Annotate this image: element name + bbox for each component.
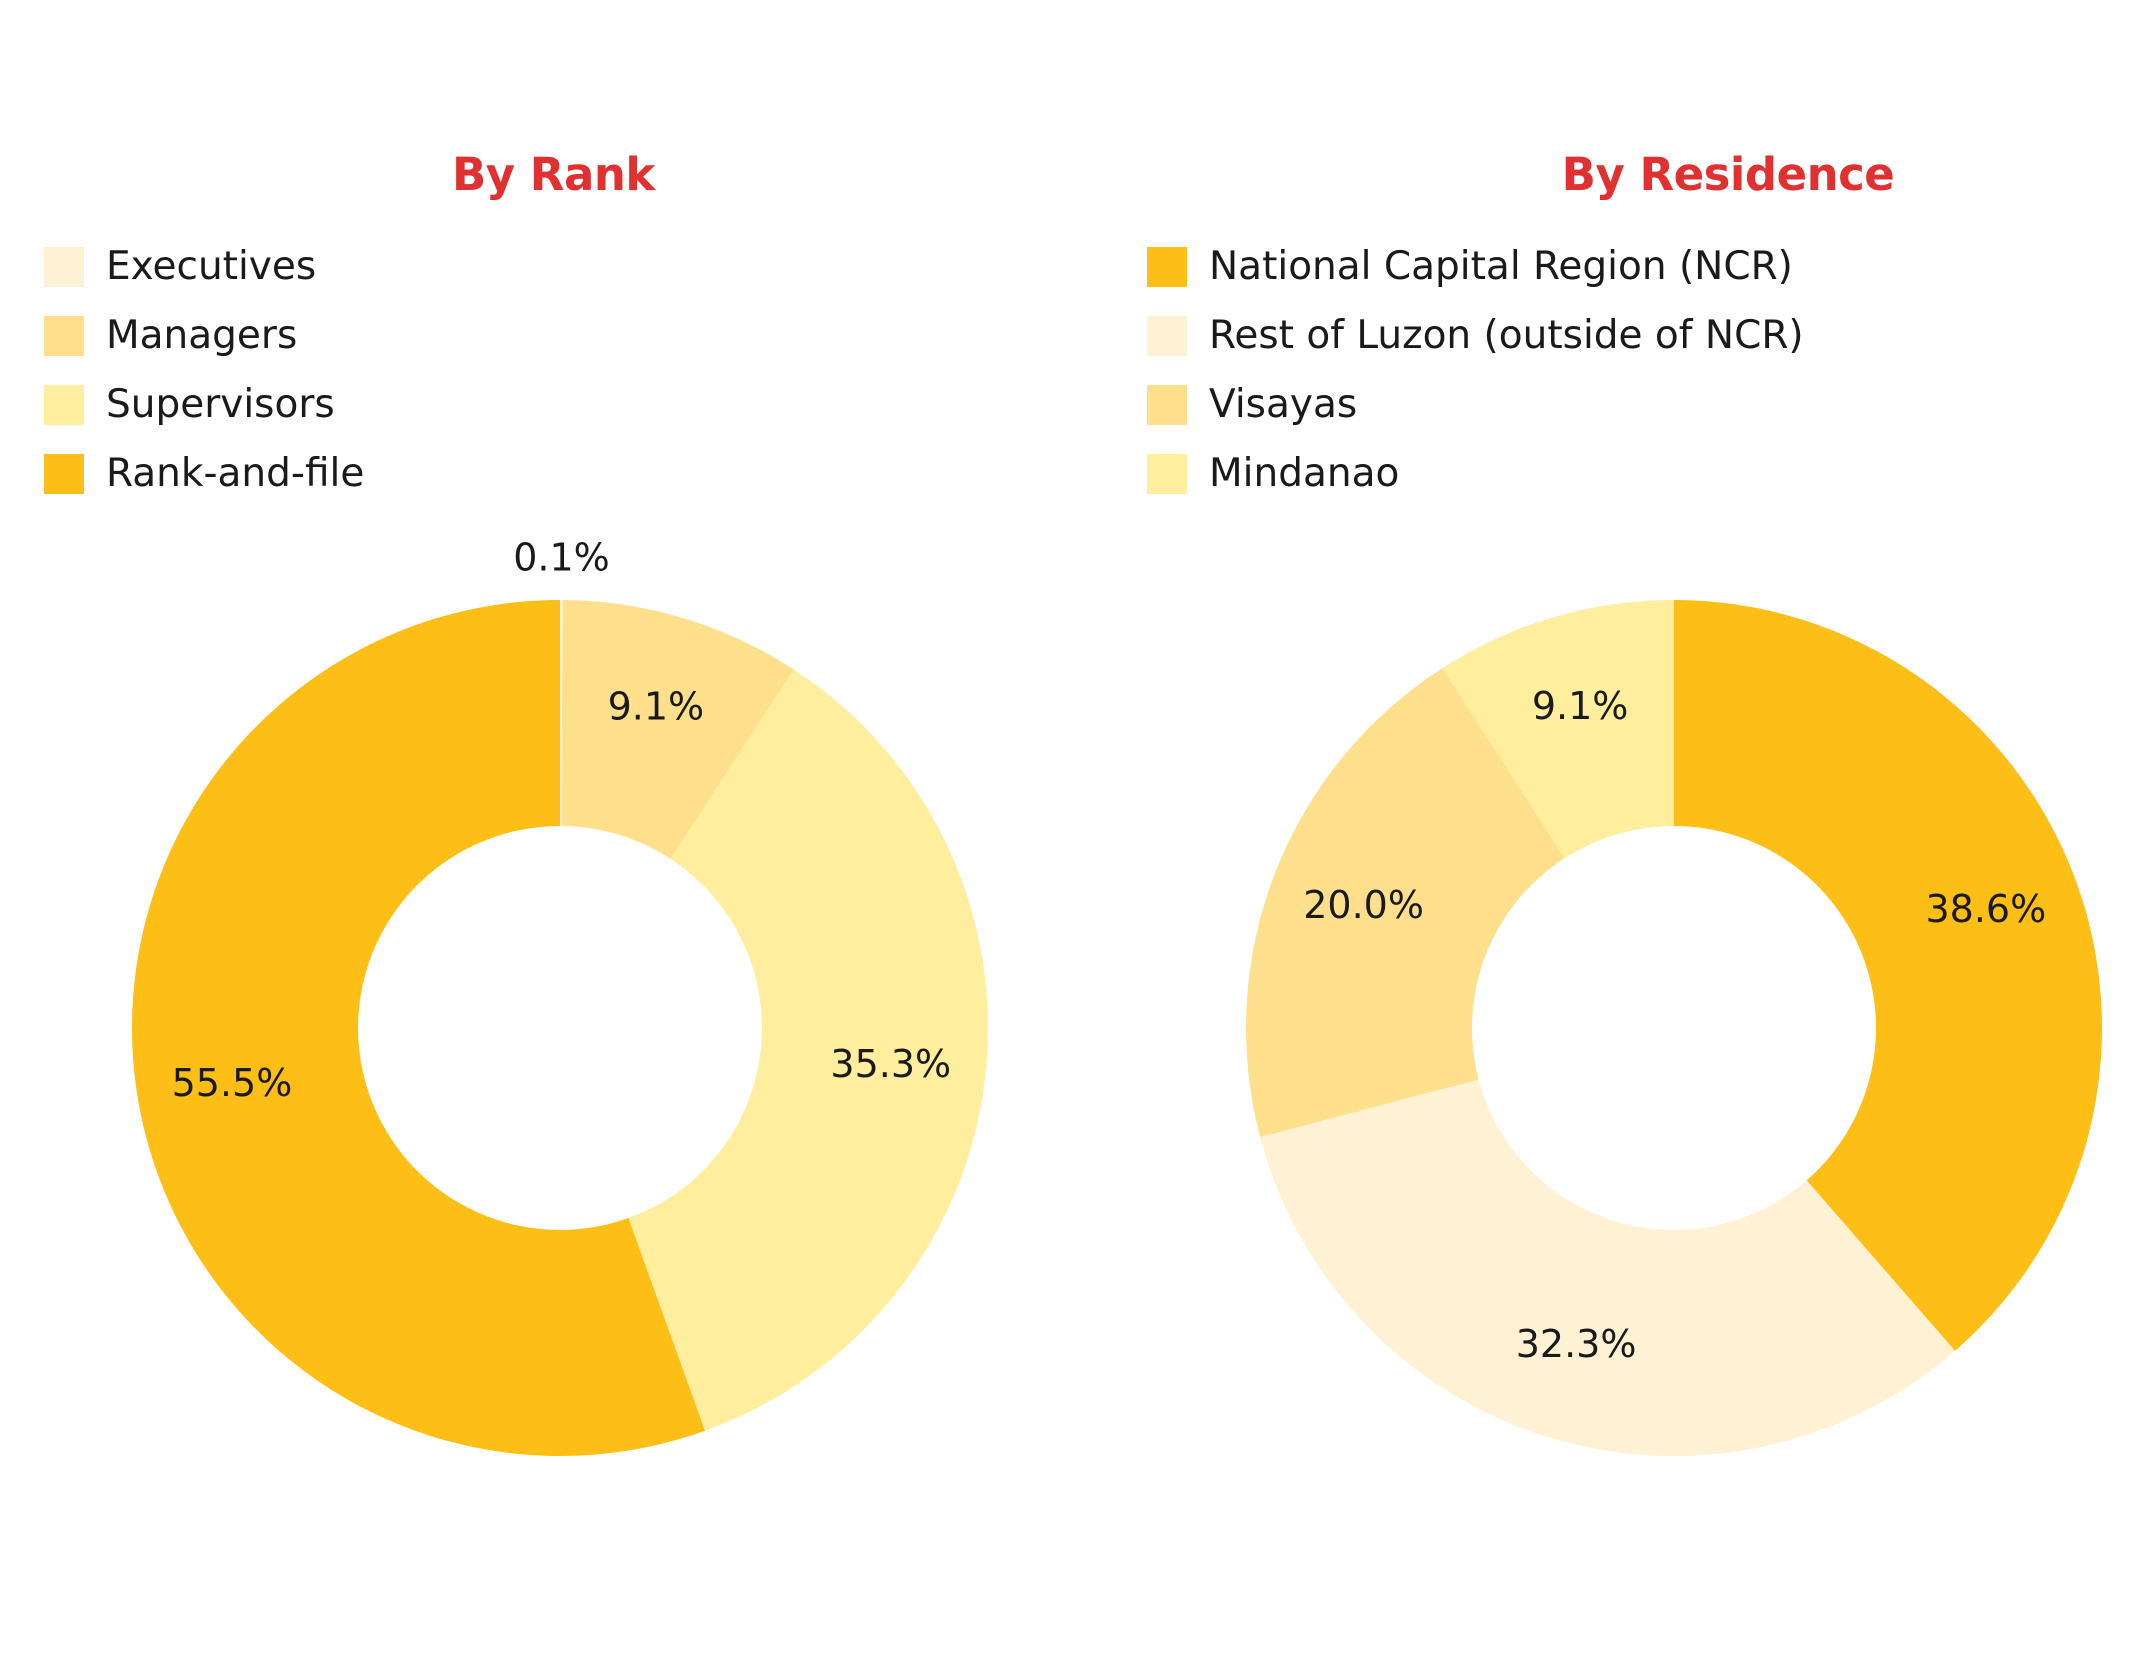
legend-swatch	[1147, 453, 1187, 494]
legend-swatch	[44, 246, 84, 287]
legend-swatch	[1147, 384, 1187, 425]
legend-label: Executives	[106, 244, 317, 289]
data-label-rank-and-file: 55.5%	[172, 1061, 293, 1105]
legend: National Capital Region (NCR) Rest of Lu…	[1147, 232, 1804, 508]
legend-item-managers: Managers	[44, 301, 364, 370]
legend-item-mindanao: Mindanao	[1147, 439, 1804, 508]
legend-item-visayas: Visayas	[1147, 370, 1804, 439]
slice-executives	[560, 600, 563, 827]
slice-national-capital-region-ncr	[1674, 600, 2102, 1351]
slice-rest-of-luzon-outside-of-ncr	[1260, 1079, 1956, 1456]
donut-chart-by-rank: 0.1% 9.1% 35.3% 55.5%	[131, 536, 988, 1456]
chart-title: By Residence	[1561, 148, 1895, 201]
data-label-executives: 0.1%	[513, 536, 610, 580]
legend-item-supervisors: Supervisors	[44, 370, 364, 439]
legend: Executives Managers Supervisors Rank-and…	[44, 232, 364, 508]
legend-swatch	[44, 384, 84, 425]
chart-by-rank: By Rank Executives Managers Supervisors …	[0, 0, 1066, 1667]
legend-swatch	[1147, 246, 1187, 287]
data-label-supervisors: 35.3%	[830, 1042, 951, 1086]
slice-supervisors	[628, 669, 988, 1431]
data-label-managers: 9.1%	[608, 685, 705, 729]
data-label-mindanao: 9.1%	[1532, 684, 1629, 728]
legend-swatch	[44, 315, 84, 356]
legend-label: Mindanao	[1209, 451, 1400, 496]
legend-label: Rank-and-file	[106, 451, 365, 496]
legend-item-rest-of-luzon: Rest of Luzon (outside of NCR)	[1147, 301, 1804, 370]
legend-label: Supervisors	[106, 382, 335, 427]
slice-managers	[561, 600, 794, 859]
slice-mindanao	[1442, 600, 1674, 859]
legend-swatch	[1147, 315, 1187, 356]
legend-label: Rest of Luzon (outside of NCR)	[1209, 313, 1804, 358]
legend-item-rank-and-file: Rank-and-file	[44, 439, 364, 508]
legend-swatch	[44, 453, 84, 494]
donut-chart-by-residence: 38.6% 32.3% 20.0% 9.1%	[1246, 600, 2102, 1456]
data-label-national-capital-region-ncr: 38.6%	[1926, 887, 2047, 931]
legend-item-ncr: National Capital Region (NCR)	[1147, 232, 1804, 301]
slice-rank-and-file	[131, 599, 705, 1456]
legend-item-executives: Executives	[44, 232, 364, 301]
slice-visayas	[1246, 668, 1565, 1138]
legend-label: Visayas	[1209, 382, 1358, 427]
data-label-visayas: 20.0%	[1303, 883, 1424, 927]
chart-title: By Rank	[452, 148, 655, 201]
legend-label: Managers	[106, 313, 298, 358]
data-label-rest-of-luzon-outside-of-ncr: 32.3%	[1516, 1322, 1637, 1366]
chart-by-residence: By Residence National Capital Region (NC…	[1066, 0, 2133, 1667]
legend-label: National Capital Region (NCR)	[1209, 244, 1793, 289]
